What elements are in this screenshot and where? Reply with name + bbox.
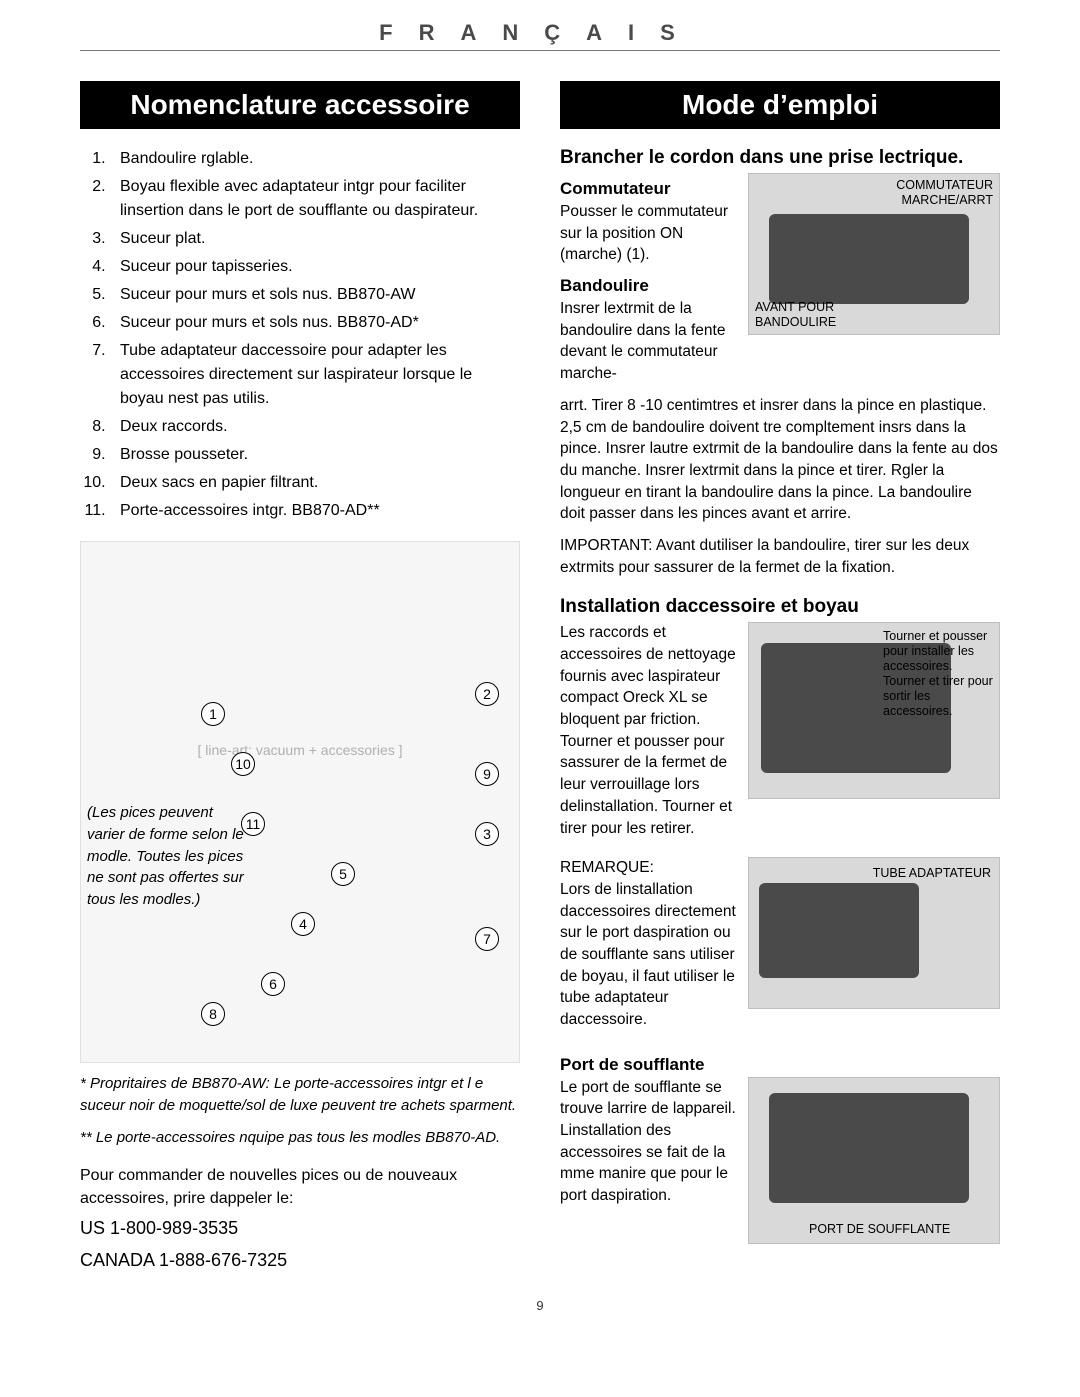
list-item: Bandoulire rglable.	[110, 147, 520, 171]
brancher-heading: Brancher le cordon dans une prise lectri…	[560, 147, 1000, 169]
photo-tube-adapter: TUBE ADAPTATEUR	[748, 857, 1000, 1009]
nomenclature-list: Bandoulire rglable. Boyau flexible avec …	[80, 147, 520, 523]
two-column-layout: Nomenclature accessoire Bandoulire rglab…	[80, 81, 1000, 1274]
list-item: Suceur plat.	[110, 227, 520, 251]
callout-10: 10	[231, 752, 255, 776]
important-note: IMPORTANT: Avant dutiliser la bandoulire…	[560, 535, 1000, 578]
bandoulire-body-2: arrt. Tirer 8 -10 centimtres et insrer d…	[560, 395, 1000, 525]
footnote-aw: * Propritaires de BB870-AW: Le porte-acc…	[80, 1073, 520, 1117]
label-commutateur: COMMUTATEUR MARCHE/ARRT	[863, 178, 993, 208]
installation-heading: Installation daccessoire et boyau	[560, 596, 1000, 618]
label-install-caption: Tourner et pousser pour installer les ac…	[883, 629, 993, 719]
mode-emploi-banner: Mode d’emploi	[560, 81, 1000, 129]
label-tube-adapter: TUBE ADAPTATEUR	[873, 866, 991, 881]
accessories-diagram: [ line-art: vacuum + accessories ] 1 2 3…	[80, 541, 520, 1063]
callout-3: 3	[475, 822, 499, 846]
list-item: Porte-accessoires intgr. BB870-AD**	[110, 499, 520, 523]
callout-2: 2	[475, 682, 499, 706]
list-item: Boyau flexible avec adaptateur intgr pou…	[110, 175, 520, 223]
list-item: Suceur pour murs et sols nus. BB870-AW	[110, 283, 520, 307]
phone-us: US 1-800-989-3535	[80, 1215, 520, 1243]
order-info: Pour commander de nouvelles pices ou de …	[80, 1164, 520, 1274]
page-number: 9	[80, 1298, 1000, 1313]
port-heading: Port de soufflante	[560, 1055, 1000, 1075]
diagram-placeholder-text: [ line-art: vacuum + accessories ]	[197, 742, 402, 758]
remarque-text: Lors de linstallation daccessoires direc…	[560, 881, 736, 1028]
nomenclature-banner: Nomenclature accessoire	[80, 81, 520, 129]
diagram-and-notes: [ line-art: vacuum + accessories ] 1 2 3…	[80, 541, 520, 1274]
callout-7: 7	[475, 927, 499, 951]
list-item: Deux raccords.	[110, 415, 520, 439]
order-text: Pour commander de nouvelles pices ou de …	[80, 1164, 520, 1210]
right-column: Mode d’emploi Brancher le cordon dans un…	[560, 81, 1000, 1274]
callout-5: 5	[331, 862, 355, 886]
phone-canada: CANADA 1-888-676-7325	[80, 1247, 520, 1275]
photo-port-soufflante: PORT DE SOUFFLANTE	[748, 1077, 1000, 1244]
list-item: Tube adaptateur daccessoire pour adapter…	[110, 339, 520, 411]
header-rule	[80, 50, 1000, 51]
photo-commutateur: COMMUTATEUR MARCHE/ARRT AVANT POUR BANDO…	[748, 173, 1000, 335]
callout-6: 6	[261, 972, 285, 996]
left-column: Nomenclature accessoire Bandoulire rglab…	[80, 81, 520, 1274]
footnote-ad: ** Le porte-accessoires nquipe pas tous …	[80, 1127, 520, 1149]
remarque-label: REMARQUE:	[560, 859, 654, 876]
language-header: FRANÇAIS	[80, 20, 1000, 46]
callout-4: 4	[291, 912, 315, 936]
callout-1: 1	[201, 702, 225, 726]
callout-9: 9	[475, 762, 499, 786]
diagram-variance-note: (Les pices peuvent varier de forme selon…	[87, 802, 247, 911]
photo-installation: Tourner et pousser pour installer les ac…	[748, 622, 1000, 799]
list-item: Deux sacs en papier filtrant.	[110, 471, 520, 495]
manual-page: FRANÇAIS Nomenclature accessoire Bandoul…	[0, 0, 1080, 1343]
callout-8: 8	[201, 1002, 225, 1026]
label-port-soufflante: PORT DE SOUFFLANTE	[809, 1222, 950, 1237]
list-item: Brosse pousseter.	[110, 443, 520, 467]
list-item: Suceur pour murs et sols nus. BB870-AD*	[110, 311, 520, 335]
list-item: Suceur pour tapisseries.	[110, 255, 520, 279]
label-bandoulire-slot: AVANT POUR BANDOULIRE	[755, 300, 865, 330]
